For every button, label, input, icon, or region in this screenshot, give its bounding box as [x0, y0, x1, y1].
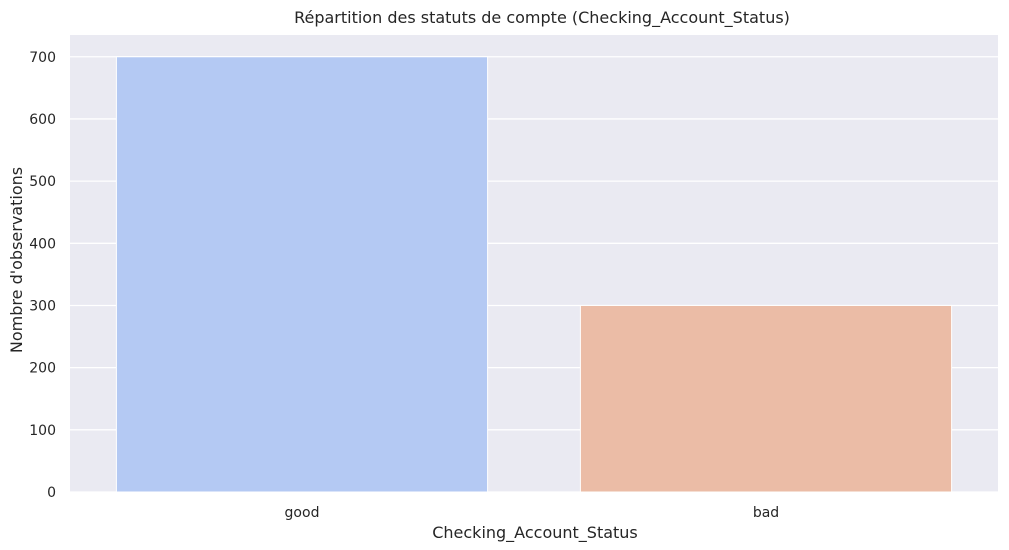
y-tick-label: 600 — [29, 112, 56, 128]
y-tick-label: 500 — [29, 174, 56, 190]
bars — [115, 56, 953, 493]
y-axis-ticks: 0 100 200 300 400 500 600 700 — [29, 50, 56, 501]
bar-good — [115, 56, 489, 493]
x-tick-label: bad — [753, 505, 779, 521]
y-tick-label: 400 — [29, 236, 56, 252]
y-axis-label: Nombre d'observations — [7, 167, 26, 353]
y-tick-label: 100 — [29, 423, 56, 439]
x-axis-ticks: good bad — [285, 505, 780, 521]
y-tick-label: 0 — [47, 485, 56, 501]
bar-bad — [579, 304, 953, 493]
chart-title: Répartition des statuts de compte (Check… — [294, 8, 790, 28]
y-tick-label: 200 — [29, 361, 56, 377]
x-tick-label: good — [285, 505, 320, 521]
x-axis-label: Checking_Account_Status — [432, 523, 638, 543]
y-tick-label: 700 — [29, 50, 56, 66]
y-tick-label: 300 — [29, 298, 56, 314]
